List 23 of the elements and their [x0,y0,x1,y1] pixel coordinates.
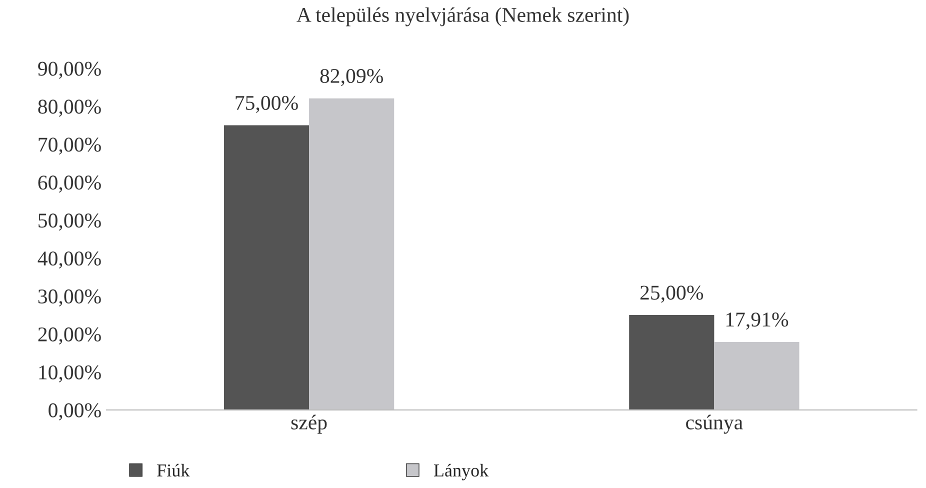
y-tick-label: 40,00% [38,251,101,269]
data-label: 82,09% [320,68,383,86]
bar [224,125,310,410]
y-tick-label: 30,00% [38,289,101,306]
data-label: 25,00% [640,286,704,303]
legend-label: Fiúk [157,464,190,477]
data-label: 17,91% [726,312,788,330]
legend-label: Lányok [434,464,489,480]
y-tick-label: 50,00% [38,214,101,231]
y-tick-label: 0,00% [48,403,101,420]
data-label: 75,00% [236,96,298,113]
bar [309,98,394,410]
chart-title: A település nyelvjárása (Nemek szerint) [296,7,629,26]
bar [714,342,800,410]
y-tick-label: 70,00% [38,138,101,155]
y-tick-label: 80,00% [38,100,101,117]
y-tick-label: 10,00% [39,365,101,382]
x-tick-label: csúnya [686,414,743,434]
y-tick-label: 20,00% [38,327,101,344]
y-tick-label: 60,00% [38,176,101,193]
bar [629,315,714,410]
y-tick-label: 90,00% [38,62,101,79]
x-tick-label: szép [291,414,327,434]
